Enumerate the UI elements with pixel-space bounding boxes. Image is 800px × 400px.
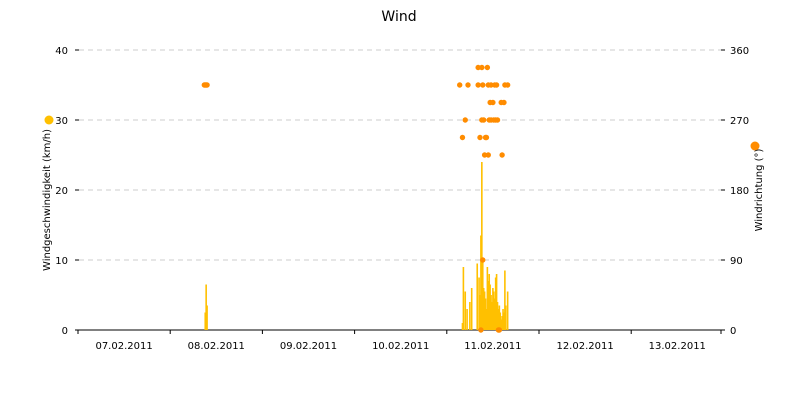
y-left-tick-label: 0 xyxy=(62,326,68,337)
direction-point xyxy=(504,82,511,88)
speed-bar xyxy=(206,305,208,330)
speed-bar xyxy=(481,162,483,330)
speed-bar xyxy=(494,277,497,330)
speed-bar xyxy=(499,312,502,330)
speed-bar xyxy=(483,291,486,330)
speed-bar xyxy=(493,298,496,330)
speed-bar xyxy=(492,288,494,330)
speed-bar xyxy=(493,291,495,330)
y-right-title: Windrichtung (°) xyxy=(754,149,765,232)
direction-point xyxy=(204,82,210,88)
x-tick-label: 13.02.2011 xyxy=(649,341,706,352)
direction-point xyxy=(494,117,501,123)
speed-bar xyxy=(204,312,207,330)
y-right-tick-label: 0 xyxy=(730,326,736,337)
speed-bar xyxy=(485,309,488,330)
direction-point xyxy=(493,82,500,88)
speed-bar xyxy=(497,309,500,330)
speed-bar xyxy=(505,305,507,330)
y-right-tick-label: 360 xyxy=(730,46,749,57)
axes xyxy=(75,49,725,334)
y-right-tick-label: 270 xyxy=(730,116,749,127)
speed-bar xyxy=(469,302,471,330)
speed-bar xyxy=(486,267,489,330)
speed-bar xyxy=(489,284,491,330)
direction-legend-marker xyxy=(750,141,760,151)
grid-lines xyxy=(79,49,721,261)
speed-bar xyxy=(498,305,501,330)
speed-bar xyxy=(464,291,467,330)
direction-point xyxy=(480,117,487,123)
x-tick-label: 08.02.2011 xyxy=(188,341,245,352)
speed-bar xyxy=(462,267,465,330)
x-tick-label: 07.02.2011 xyxy=(95,341,152,352)
direction-point xyxy=(480,257,486,263)
speed-bar xyxy=(503,312,505,330)
direction-point xyxy=(490,99,496,106)
speed-bar xyxy=(504,270,506,330)
speed-bar xyxy=(500,319,502,330)
direction-point xyxy=(457,82,463,88)
y-left-tick-label: 40 xyxy=(55,46,68,57)
speed-bar xyxy=(495,274,498,330)
y-left-tick-label: 10 xyxy=(55,256,68,267)
speed-legend-marker xyxy=(44,115,54,125)
speed-bar xyxy=(488,274,491,330)
speed-bar xyxy=(501,316,503,330)
y-left-tick-label: 20 xyxy=(55,186,68,197)
speed-bar xyxy=(476,263,479,330)
speed-bar xyxy=(490,295,492,330)
chart-title: Wind xyxy=(381,9,416,25)
direction-point xyxy=(480,82,486,88)
speed-bar xyxy=(506,291,509,330)
speed-bar xyxy=(481,260,484,330)
speed-bar xyxy=(466,309,468,330)
x-tick-label: 09.02.2011 xyxy=(280,341,337,352)
direction-point xyxy=(483,134,490,141)
y-left-title: Windgeschwindigkeit (km/h) xyxy=(42,129,53,271)
speed-bar xyxy=(205,284,207,330)
direction-point xyxy=(484,64,491,71)
direction-point xyxy=(475,82,481,88)
direction-point xyxy=(477,134,483,141)
y-right-tick-label: 180 xyxy=(730,186,749,197)
direction-point xyxy=(479,64,485,71)
x-tick-label: 11.02.2011 xyxy=(464,341,521,352)
speed-bar xyxy=(480,235,482,330)
direction-point xyxy=(499,152,505,158)
speed-bar xyxy=(502,309,504,330)
tick-labels: 07.02.2011 08.02.2011 09.02.2011 10.02.2011… xyxy=(55,46,749,352)
speed-bar xyxy=(479,295,481,330)
speed-bar xyxy=(484,298,487,330)
speed-bar xyxy=(496,302,499,330)
direction-point xyxy=(485,152,491,158)
direction-point xyxy=(465,82,471,88)
y-left-tick-label: 30 xyxy=(55,116,68,127)
direction-point xyxy=(478,327,484,333)
direction-point xyxy=(496,327,503,333)
x-tick-label: 12.02.2011 xyxy=(556,341,613,352)
speed-bar xyxy=(470,288,473,330)
speed-bar xyxy=(491,302,493,330)
speed-bar xyxy=(487,281,490,330)
y-right-tick-label: 90 xyxy=(730,256,743,267)
direction-point xyxy=(462,117,468,123)
direction-point xyxy=(501,99,507,106)
speed-bar xyxy=(461,323,464,330)
speed-bar xyxy=(482,288,485,330)
speed-bars xyxy=(204,162,509,330)
speed-bar xyxy=(478,277,480,330)
x-tick-label: 10.02.2011 xyxy=(372,341,429,352)
direction-dots xyxy=(201,64,511,333)
direction-point xyxy=(459,134,466,141)
